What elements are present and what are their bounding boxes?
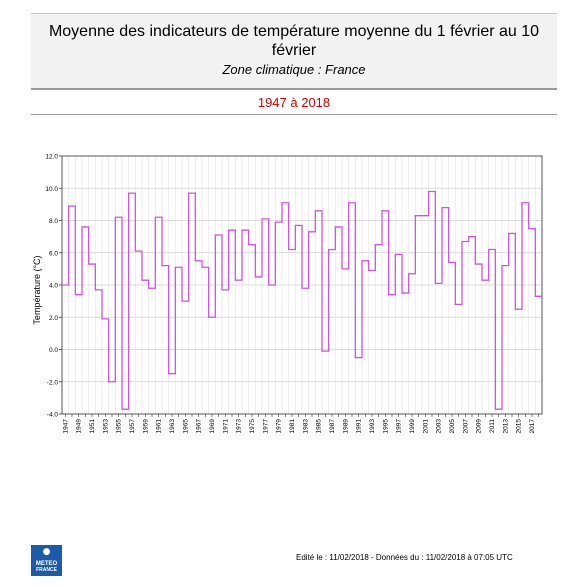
x-tick-label: 1975 (249, 419, 256, 434)
chart-series (62, 190, 542, 410)
x-tick-label: 1977 (262, 419, 269, 434)
x-tick-label: 2015 (516, 419, 523, 434)
y-tick-label: -4.0 (47, 412, 59, 419)
x-tick-label: 1993 (369, 419, 376, 434)
x-tick-label: 2001 (422, 419, 429, 434)
chart-title: Moyenne des indicateurs de température m… (48, 23, 540, 59)
x-tick-label: 2009 (476, 419, 483, 434)
x-tick-label: 1959 (142, 419, 149, 434)
x-tick-label: 1973 (236, 419, 243, 434)
x-tick-label: 1999 (409, 419, 416, 434)
x-tick-label: 1979 (276, 419, 283, 434)
y-tick-label: 8.0 (49, 218, 58, 225)
x-tick-label: 1961 (156, 419, 163, 434)
x-tick-label: 2011 (489, 419, 496, 433)
y-tick-label: 4.0 (49, 283, 58, 290)
x-tick-label: 1949 (76, 419, 83, 434)
footer-edit-info: Edité le : 11/02/2018 - Données du : 11/… (296, 553, 513, 562)
x-tick-label: 1981 (289, 419, 296, 434)
x-tick-label: 2003 (436, 419, 443, 434)
y-tick-label: 0.0 (49, 347, 58, 354)
chart-header: Moyenne des indicateurs de température m… (31, 13, 557, 89)
y-axis-label: Température (°C) (32, 255, 42, 324)
x-tick-label: 2007 (462, 419, 469, 434)
x-tick-label: 1997 (396, 419, 403, 434)
temperature-step-line (62, 190, 542, 410)
x-tick-label: 1951 (89, 419, 96, 434)
logo-text-line1: METEO (35, 561, 58, 567)
logo-text-line2: FRANCE (36, 567, 57, 573)
x-tick-label: 2013 (502, 419, 509, 434)
x-tick-label: 1963 (169, 419, 176, 434)
y-tick-label: -2.0 (47, 379, 59, 386)
x-tick-label: 2005 (449, 419, 456, 434)
x-tick-label: 1953 (102, 419, 109, 434)
x-tick-label: 1967 (196, 419, 203, 434)
divider-line (31, 114, 557, 115)
x-tick-label: 1955 (116, 419, 123, 434)
meteo-france-logo: ● METEO FRANCE (31, 545, 62, 576)
x-tick-label: 1947 (62, 419, 69, 434)
x-tick-label: 1995 (382, 419, 389, 434)
x-tick-label: 1965 (182, 419, 189, 434)
x-tick-label: 1983 (302, 419, 309, 434)
x-tick-label: 1969 (209, 419, 216, 434)
x-tick-label: 1985 (316, 419, 323, 434)
chart-subtitle: Zone climatique : France (222, 62, 366, 77)
period-label: 1947 à 2018 (257, 95, 331, 110)
x-tick-label: 2017 (529, 419, 536, 434)
x-tick-label: 1971 (222, 419, 229, 434)
logo-symbol-icon: ● (42, 547, 51, 557)
y-tick-label: 2.0 (49, 315, 58, 322)
x-tick-label: 1957 (129, 419, 136, 434)
x-tick-label: 1987 (329, 419, 336, 434)
x-tick-label: 1991 (356, 419, 363, 434)
y-tick-label: 6.0 (49, 250, 58, 257)
divider-line (31, 89, 557, 90)
x-tick-label: 1989 (342, 419, 349, 434)
y-tick-label: 12.0 (45, 154, 58, 161)
y-tick-label: 10.0 (45, 186, 58, 193)
